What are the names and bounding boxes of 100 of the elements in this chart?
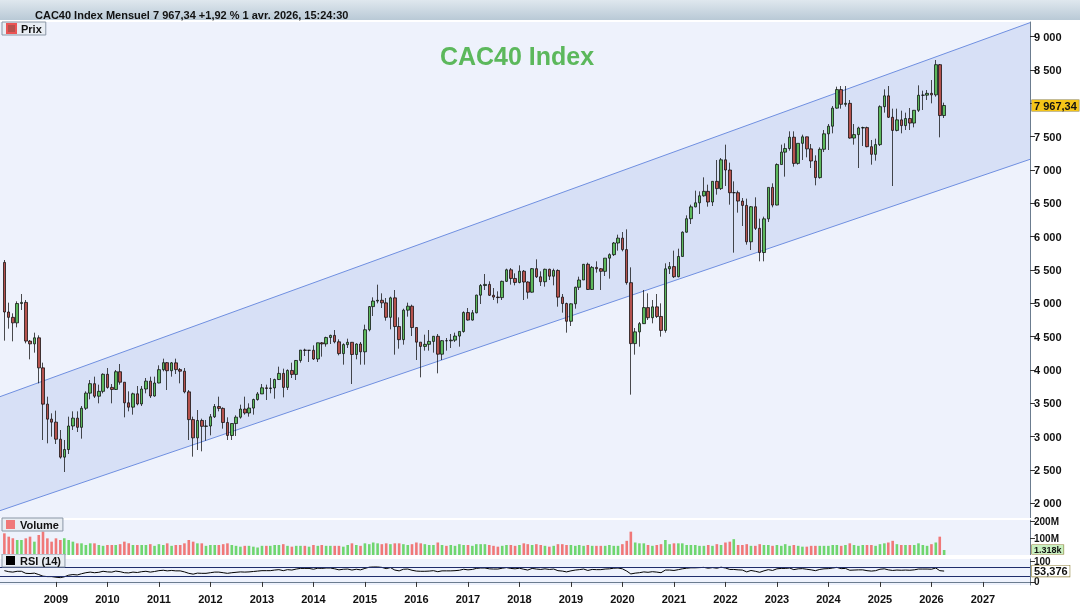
bar bbox=[269, 545, 272, 555]
bar bbox=[561, 544, 564, 555]
bar bbox=[299, 545, 302, 555]
candlestick bbox=[938, 63, 942, 138]
legend-label: RSI (14) bbox=[20, 554, 62, 567]
bar bbox=[891, 540, 894, 555]
bar bbox=[831, 545, 835, 555]
bar bbox=[883, 543, 886, 555]
bar bbox=[402, 544, 405, 555]
bar bbox=[123, 541, 126, 555]
y-tick-label: 8 500 bbox=[1034, 64, 1062, 76]
bar bbox=[857, 545, 860, 555]
bar bbox=[788, 545, 791, 555]
x-tick-label: 2017 bbox=[455, 592, 481, 605]
candlestick bbox=[350, 341, 354, 385]
bar bbox=[874, 545, 877, 555]
bar bbox=[539, 545, 543, 555]
bar bbox=[33, 541, 36, 555]
bar bbox=[518, 545, 521, 555]
bar bbox=[655, 545, 659, 555]
bar bbox=[136, 545, 139, 555]
y-tick-label: 5 500 bbox=[1034, 264, 1062, 276]
bar bbox=[633, 542, 637, 555]
bar bbox=[693, 545, 697, 555]
x-tick-label: 2022 bbox=[713, 592, 738, 605]
bar bbox=[599, 545, 603, 555]
bar bbox=[149, 544, 152, 555]
bar bbox=[917, 543, 920, 555]
bar bbox=[415, 542, 418, 555]
bar bbox=[577, 545, 581, 555]
chart-subtitle: CAC40 Index Mensuel 7 967,34 +1,92 % 1 avr. 2026, 15:24:30 bbox=[35, 8, 349, 21]
bar bbox=[771, 545, 774, 555]
bar bbox=[243, 545, 247, 555]
bar bbox=[779, 545, 783, 555]
bar bbox=[320, 545, 324, 555]
bar bbox=[165, 543, 169, 555]
bar bbox=[7, 536, 11, 555]
candlestick bbox=[590, 265, 594, 291]
y-tick-label: 2 500 bbox=[1034, 464, 1062, 476]
bar bbox=[548, 546, 551, 555]
candlestick bbox=[320, 341, 324, 358]
bar bbox=[252, 546, 255, 555]
bar bbox=[371, 542, 375, 555]
candlestick bbox=[393, 289, 397, 356]
x-tick-label: 2027 bbox=[970, 592, 996, 605]
bar bbox=[818, 545, 822, 555]
bar bbox=[668, 544, 671, 555]
y-tick-label: 6 500 bbox=[1034, 197, 1062, 210]
bar bbox=[59, 540, 62, 555]
y-tick-label: 3 000 bbox=[1034, 430, 1062, 443]
bar bbox=[500, 545, 504, 555]
bar bbox=[161, 545, 165, 555]
bar bbox=[741, 545, 744, 555]
legend-label: Prix bbox=[21, 22, 43, 35]
bar bbox=[114, 545, 118, 555]
bar bbox=[170, 545, 173, 555]
bar bbox=[458, 544, 461, 555]
y-tick-label: 2 000 bbox=[1034, 497, 1062, 510]
bar bbox=[870, 545, 873, 555]
x-tick-label: 2012 bbox=[198, 592, 223, 605]
bar bbox=[664, 540, 667, 555]
bar bbox=[46, 538, 49, 555]
x-tick-label: 2016 bbox=[404, 592, 429, 605]
bar bbox=[887, 542, 890, 555]
bar bbox=[432, 545, 435, 555]
x-tick-label: 2011 bbox=[146, 592, 171, 605]
bar bbox=[767, 545, 770, 555]
bar bbox=[376, 543, 379, 555]
bar bbox=[938, 536, 942, 555]
bar bbox=[389, 544, 392, 555]
candlestick bbox=[427, 329, 431, 352]
bar bbox=[213, 545, 217, 555]
bar bbox=[565, 545, 568, 555]
bar bbox=[286, 545, 289, 555]
bar bbox=[88, 543, 92, 555]
bar bbox=[698, 545, 701, 555]
bar bbox=[312, 545, 315, 555]
bar bbox=[239, 546, 242, 555]
candlestick bbox=[586, 262, 590, 291]
bar bbox=[346, 545, 349, 555]
bar bbox=[681, 543, 684, 555]
bar bbox=[861, 545, 865, 555]
candlestick bbox=[672, 250, 676, 279]
y-tick-label: 200M bbox=[1034, 516, 1060, 528]
candlestick bbox=[646, 292, 650, 321]
bar bbox=[475, 544, 478, 555]
x-tick-label: 2014 bbox=[301, 592, 327, 605]
bar bbox=[904, 545, 907, 555]
bar bbox=[462, 545, 465, 555]
bar bbox=[582, 545, 585, 555]
bar bbox=[625, 540, 629, 555]
bar bbox=[183, 543, 186, 555]
text: 7 967,34 bbox=[1034, 99, 1078, 112]
bar bbox=[106, 545, 109, 555]
bar bbox=[754, 545, 757, 555]
candlestick bbox=[3, 259, 6, 342]
y-tick-label: 4 500 bbox=[1034, 330, 1062, 343]
bar bbox=[677, 543, 680, 555]
y-tick-label: 3 500 bbox=[1034, 397, 1062, 410]
x-tick-label: 2013 bbox=[249, 592, 275, 605]
